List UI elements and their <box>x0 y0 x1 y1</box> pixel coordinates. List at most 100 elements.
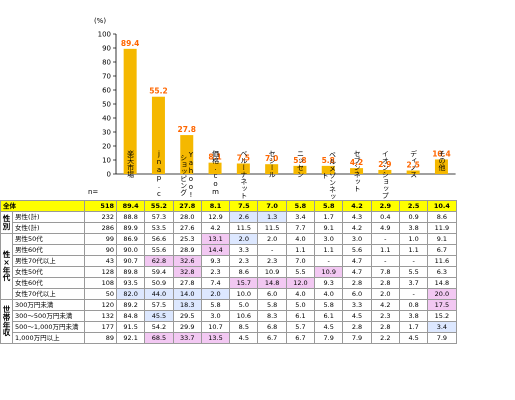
data-cell: 1.7 <box>314 211 344 223</box>
y-tick-label: 100 <box>98 31 111 39</box>
data-cell: 3.8 <box>398 222 429 234</box>
data-cell: 90.0 <box>115 244 146 256</box>
bar-value-label: 89.4 <box>121 39 140 48</box>
table-row: 全体 518 89.4 55.2 27.8 8.1 7.5 7.0 5.8 5.8 4.2 2.9 2.… <box>0 200 457 212</box>
data-cell: 14.4 <box>200 244 231 256</box>
data-cell: 17.5 <box>427 299 457 311</box>
data-cell: 89.8 <box>115 266 146 278</box>
data-cell: 55.6 <box>144 244 174 256</box>
row-label: 男性60代 <box>12 244 85 256</box>
y-tick-label: 30 <box>102 129 111 137</box>
row-label: 男性50代 <box>12 233 85 245</box>
table-row: 男性70代以上 43 90.7 62.8 32.6 9.3 2.3 2.3 7.0-4.7- -1… <box>1 255 457 267</box>
data-cell: 6.7 <box>285 332 316 344</box>
data-cell: 32.6 <box>172 255 202 267</box>
data-cell: 45.5 <box>144 310 174 322</box>
column-header-label: ベルーナネット <box>239 150 248 199</box>
data-cell: 5.5 <box>398 266 429 278</box>
data-cell: 11.9 <box>427 222 457 234</box>
data-cell: 2.2 <box>370 332 400 344</box>
data-cell: 7.4 <box>200 277 231 289</box>
sample-size: 286 <box>84 222 117 234</box>
row-label: 500～1,000万円未満 <box>12 321 85 333</box>
data-cell: 13.1 <box>200 233 231 245</box>
y-tick-label: 10 <box>102 157 111 165</box>
sample-size: 50 <box>84 288 117 300</box>
data-cell: 2.8 <box>370 321 400 333</box>
data-cell: 4.2 <box>370 299 400 311</box>
data-cell: 25.3 <box>172 233 202 245</box>
sample-size: 90 <box>84 244 117 256</box>
data-cell: 2.3 <box>257 255 287 267</box>
data-cell: 4.5 <box>342 310 372 322</box>
data-cell: 89.9 <box>115 222 146 234</box>
data-cell: 33.7 <box>172 332 202 344</box>
column-header-label: セブンネット <box>353 150 362 192</box>
data-cell: - <box>257 244 287 256</box>
sample-size: 108 <box>84 277 117 289</box>
column-header: その他 <box>427 150 455 200</box>
n-caption: n= <box>88 188 99 196</box>
column-header: 価格.com <box>201 150 229 200</box>
data-cell: 4.9 <box>370 222 400 234</box>
data-cell: 7.8 <box>370 266 400 278</box>
data-cell: 28.0 <box>172 211 202 223</box>
data-cell: 5.5 <box>285 266 316 278</box>
column-header: jnap.co.jp <box>144 150 172 200</box>
data-cell: 54.2 <box>144 321 174 333</box>
data-cell: 2.0 <box>200 288 231 300</box>
table-row: 女性60代 108 93.5 50.9 27.8 7.4 15.7 14.8 12.0 9.3 2.… <box>1 277 457 289</box>
column-header-label: 楽天市場 <box>126 150 135 178</box>
data-cell: 11.6 <box>427 255 457 267</box>
column-header: セシール <box>258 150 286 200</box>
column-header: ニッセン <box>286 150 314 200</box>
row-label: 女性70代以上 <box>12 288 85 300</box>
data-cell: 3.4 <box>427 321 457 333</box>
data-cell: 1.7 <box>398 321 429 333</box>
y-tick-label: 60 <box>102 87 111 95</box>
data-cell: 4.2 <box>342 222 372 234</box>
data-cell: 9.3 <box>200 255 231 267</box>
bar-value-label: 2.5 <box>407 161 420 170</box>
data-cell: 12.9 <box>200 211 231 223</box>
column-header: Yahoo!ショッピング <box>173 150 201 200</box>
data-cell: 55.2 <box>144 200 174 212</box>
data-cell: 10.9 <box>314 266 344 278</box>
data-cell: 86.9 <box>115 233 146 245</box>
data-cell: 2.8 <box>342 277 372 289</box>
y-tick-label: 70 <box>102 73 111 81</box>
sample-size: 132 <box>84 310 117 322</box>
data-cell: 8.3 <box>257 310 287 322</box>
row-label: 女性50代 <box>12 266 85 278</box>
row-label: 300万円未満 <box>12 299 85 311</box>
bar <box>406 170 420 174</box>
data-cell: 29.9 <box>172 321 202 333</box>
column-header: ベルメゾンネット <box>314 150 342 200</box>
column-header-label: ディノス <box>409 150 418 178</box>
data-cell: 27.8 <box>172 277 202 289</box>
data-cell: 0.9 <box>398 211 429 223</box>
data-cell: 62.8 <box>144 255 174 267</box>
data-cell: 4.2 <box>200 222 231 234</box>
bar-chart: (%) 0 10 20 30 40 50 60 70 80 90 100 89.4 55.2 27.8 8.1… <box>94 17 456 179</box>
bar-value-label: 7.0 <box>265 154 278 163</box>
data-cell: 1.1 <box>314 244 344 256</box>
data-cell: 1.3 <box>257 211 287 223</box>
row-label: 1,000万円以上 <box>12 332 85 344</box>
data-cell: 2.0 <box>229 233 259 245</box>
data-cell: 12.0 <box>285 277 316 289</box>
data-cell: 3.4 <box>285 211 316 223</box>
data-cell: 6.0 <box>342 288 372 300</box>
data-cell: 13.5 <box>200 332 231 344</box>
data-cell: 7.9 <box>314 332 344 344</box>
data-cell: 10.0 <box>229 288 259 300</box>
row-label: 300～500万円未満 <box>12 310 85 322</box>
data-cell: 11.5 <box>229 222 259 234</box>
data-cell: 8.5 <box>229 321 259 333</box>
data-cell: 6.3 <box>427 266 457 278</box>
column-header: イオンショップ <box>371 150 399 200</box>
data-cell: 56.6 <box>144 233 174 245</box>
data-cell: 68.5 <box>144 332 174 344</box>
data-cell: 4.7 <box>342 255 372 267</box>
data-cell: 7.5 <box>229 200 259 212</box>
